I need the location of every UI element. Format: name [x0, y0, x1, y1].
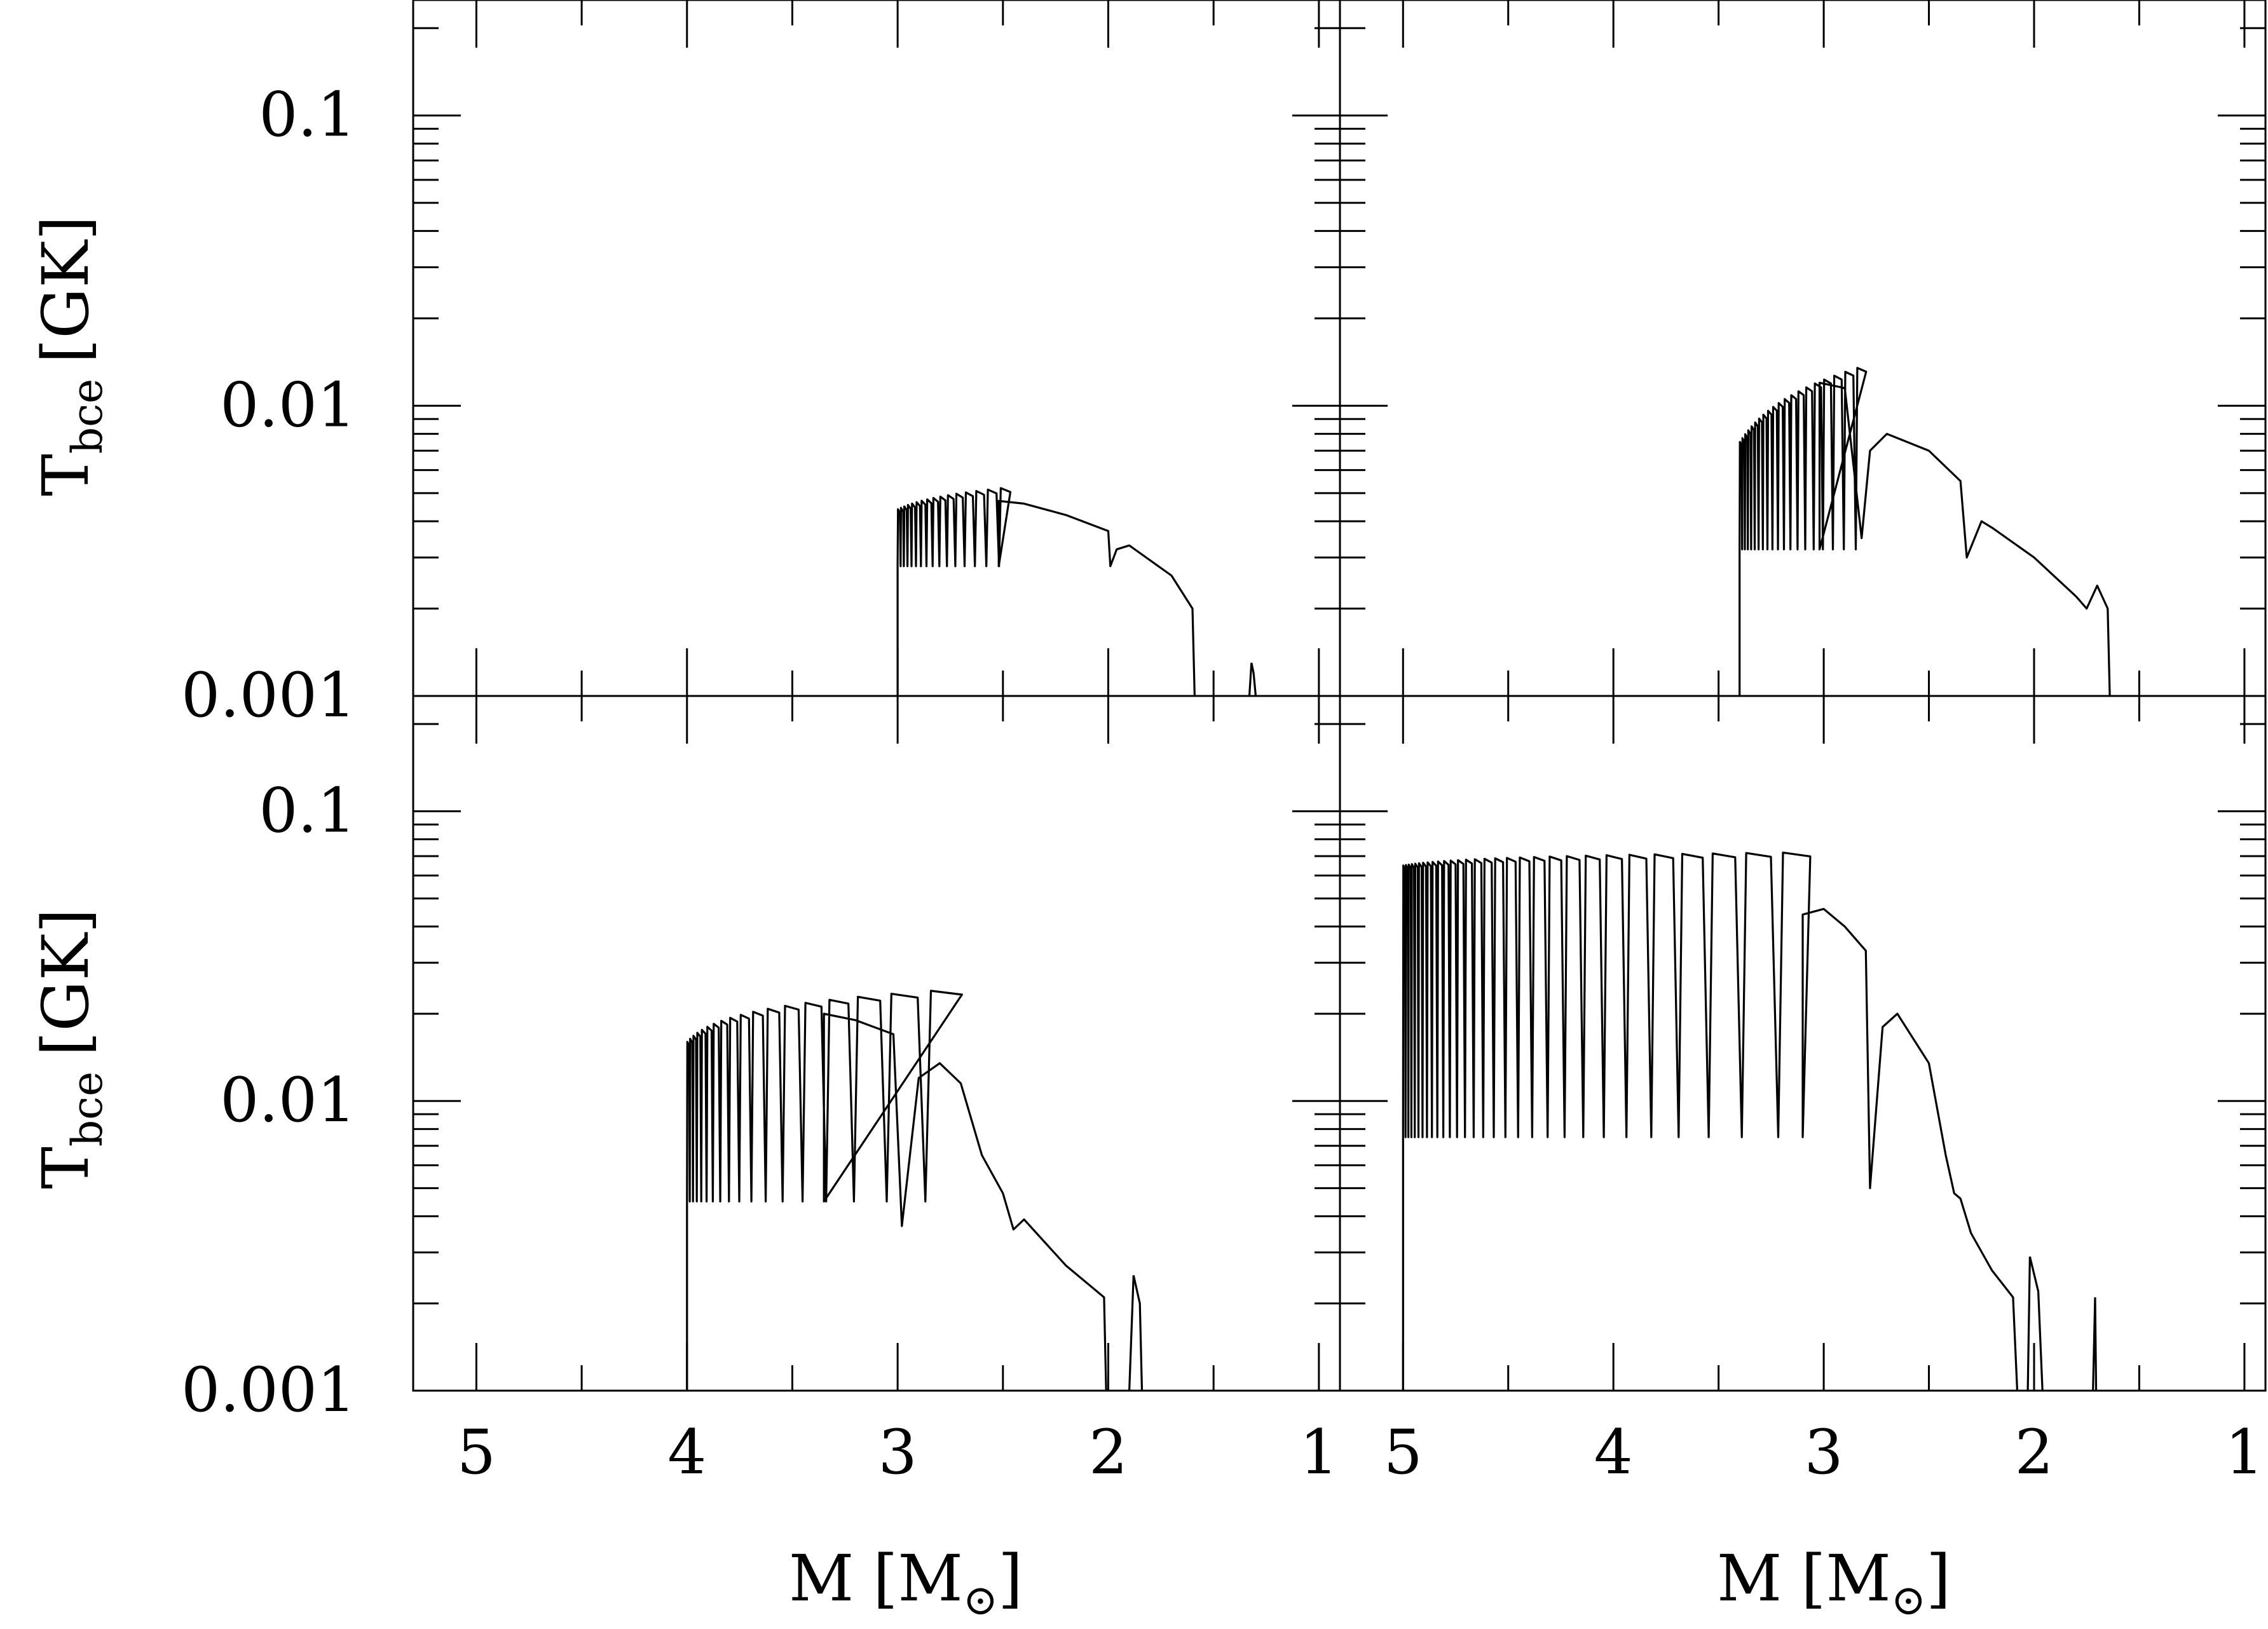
plot-frame — [1339, 695, 2267, 1392]
series-line — [1402, 851, 2019, 1391]
y-title-main: T — [29, 1147, 103, 1189]
x-title-main: M — [1717, 1541, 1782, 1616]
y-tick-label: 0.1 — [259, 775, 356, 846]
series-line — [1739, 367, 2111, 696]
y-tick-label: 0.01 — [220, 369, 356, 440]
series-line — [896, 487, 1196, 696]
y-title-unit: [GK] — [29, 215, 103, 364]
x-tick-label: 5 — [1384, 1417, 1423, 1488]
y-title-sub: bce — [63, 1072, 112, 1147]
x-tick-label: 2 — [2014, 1417, 2053, 1488]
x-axis-title-left: M [M⊙] — [789, 1541, 1023, 1625]
y-title-unit: [GK] — [29, 908, 103, 1056]
y-axis-title-bottom: Tbce [GK] — [29, 908, 112, 1189]
x-axis-title-right: M [M⊙] — [1717, 1541, 1951, 1625]
x-title-open: [M — [1801, 1541, 1890, 1616]
svg-text:Tbce[GK]: Tbce [GK] — [29, 908, 112, 1189]
x-tick-label: 4 — [667, 1417, 706, 1488]
series-spike — [1248, 662, 1257, 696]
panel-bottom-right: 5 4 3 2 1 — [1339, 695, 2267, 1488]
axis-titles: Tbce[GK] Tbce[GK] M [M⊙] M [M⊙] — [29, 215, 1951, 1625]
x-title-close: ] — [1926, 1541, 1951, 1616]
y-title-main: T — [29, 454, 103, 496]
x-title-sub: ⊙ — [963, 1576, 998, 1625]
y-title-sub: bce — [63, 379, 112, 454]
svg-text:Tbce[GK]: Tbce [GK] — [29, 215, 112, 496]
x-title-close: ] — [998, 1541, 1023, 1616]
y-tick-label: 0.01 — [220, 1065, 356, 1136]
series-line — [686, 990, 1107, 1391]
series-spike — [2026, 1256, 2044, 1391]
x-tick-label: 3 — [878, 1417, 917, 1488]
y-axis-title-top: Tbce [GK] — [29, 215, 112, 496]
series-spike — [1128, 1275, 1144, 1391]
x-tick-label: 3 — [1805, 1417, 1843, 1488]
x-tick-label: 1 — [2225, 1417, 2264, 1488]
x-title-open: [M — [873, 1541, 962, 1616]
y-tick-label: 0.001 — [181, 660, 356, 731]
x-title-main: M — [789, 1541, 854, 1616]
x-tick-label: 2 — [1089, 1417, 1128, 1488]
x-tick-label: 5 — [457, 1417, 496, 1488]
y-tick-label: 0.001 — [181, 1354, 356, 1426]
x-tick-label: 1 — [1299, 1417, 1338, 1488]
series-spike — [2092, 1297, 2098, 1391]
y-tick-label: 0.1 — [259, 79, 356, 151]
x-tick-label: 4 — [1594, 1417, 1633, 1488]
x-title-sub: ⊙ — [1891, 1576, 1926, 1625]
panel-bottom-left: 0.001 0.01 0.1 5 4 3 2 1 — [181, 695, 1341, 1488]
